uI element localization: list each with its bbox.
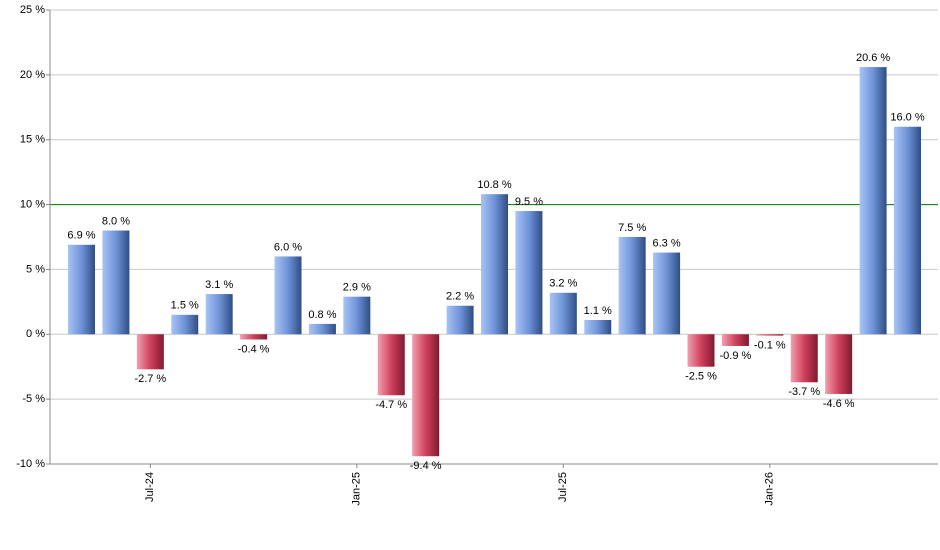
- data-label: 2.9 %: [343, 282, 371, 294]
- y-tick-label: 0 %: [26, 328, 45, 340]
- y-tick-label: 10 %: [20, 198, 45, 210]
- x-tick-label: Jan-25: [351, 472, 363, 506]
- data-label: -3.7 %: [788, 386, 820, 398]
- bar: [825, 334, 853, 394]
- data-label: 16.0 %: [890, 112, 924, 124]
- data-label: -2.7 %: [134, 373, 166, 385]
- bar: [205, 294, 233, 335]
- bar: [687, 334, 715, 367]
- data-label: -2.5 %: [685, 371, 717, 383]
- y-tick-label: -5 %: [22, 393, 45, 405]
- bar: [515, 211, 543, 335]
- data-label: 6.0 %: [274, 241, 302, 253]
- data-label: 3.1 %: [205, 279, 233, 291]
- bar: [481, 194, 508, 335]
- data-label: -4.7 %: [375, 399, 407, 411]
- data-label: 6.3 %: [653, 237, 681, 249]
- bar: [274, 256, 302, 335]
- y-tick-label: -10 %: [16, 458, 45, 470]
- data-label: 9.5 %: [515, 196, 543, 208]
- bar: [377, 334, 405, 396]
- y-tick-label: 5 %: [26, 263, 45, 275]
- bar: [653, 252, 681, 335]
- data-label: 2.2 %: [446, 291, 474, 303]
- bar: [68, 244, 95, 335]
- data-label: 20.6 %: [856, 52, 890, 64]
- y-tick-label: 20 %: [20, 69, 45, 81]
- x-tick-label: Jan-26: [764, 472, 776, 506]
- y-tick-label: 25 %: [20, 4, 45, 16]
- data-label: 6.9 %: [67, 230, 95, 242]
- bar: [136, 334, 164, 370]
- bar: [859, 67, 887, 335]
- data-label: -0.4 %: [238, 343, 270, 355]
- bar: [549, 292, 577, 335]
- data-label: -4.6 %: [823, 398, 855, 410]
- x-tick-label: Jul-24: [144, 472, 156, 502]
- y-tick-label: 15 %: [20, 134, 45, 146]
- data-label: 8.0 %: [102, 215, 130, 227]
- bar: [102, 230, 130, 335]
- data-label: 0.8 %: [308, 309, 336, 321]
- bar: [171, 314, 199, 335]
- bar: [790, 334, 818, 383]
- bar: [446, 305, 474, 335]
- bar: [240, 334, 268, 340]
- bar: [756, 334, 784, 336]
- bar: [308, 323, 336, 335]
- data-label: 10.8 %: [477, 179, 511, 191]
- data-label: 7.5 %: [618, 222, 646, 234]
- data-label: 3.2 %: [549, 278, 577, 290]
- bar: [343, 296, 371, 335]
- bar: [412, 334, 440, 457]
- data-label: -0.9 %: [720, 350, 752, 362]
- bar: [584, 320, 612, 335]
- bar: [894, 126, 921, 335]
- data-label: 1.1 %: [584, 305, 612, 317]
- data-label: -0.1 %: [754, 339, 786, 351]
- x-tick-label: Jul-25: [557, 472, 569, 502]
- data-label: -9.4 %: [410, 460, 442, 472]
- bar: [721, 334, 749, 346]
- data-label: 1.5 %: [171, 300, 199, 312]
- bar: [618, 237, 646, 335]
